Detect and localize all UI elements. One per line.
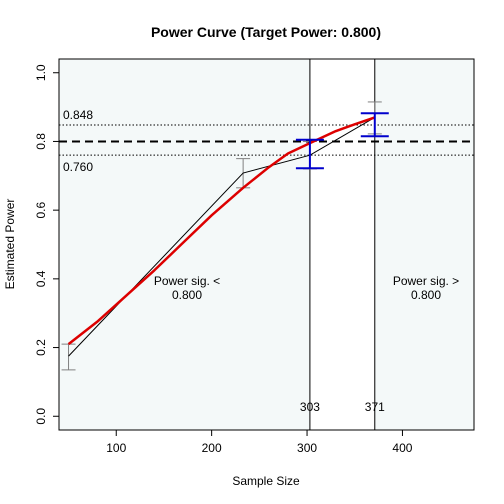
axes: 100 200 300 400 0.0 0.2 0.4 0.6 0.8 1.0: [34, 58, 475, 455]
upper-bound-label: 0.848: [63, 108, 93, 122]
y-tick-label-4: 0.6: [34, 201, 48, 218]
chart-title: Power Curve (Target Power: 0.800): [151, 24, 381, 40]
estimated-power-line: [68, 116, 376, 357]
y-tick-label-5: 0.8: [34, 133, 48, 150]
x-tick-label-3: 300: [297, 441, 317, 455]
y-axis-label: Estimated Power: [3, 199, 17, 290]
sample-size-label-1: 303: [300, 400, 320, 414]
region-label-1-line2: 0.800: [172, 288, 202, 302]
lower-bound-label: 0.760: [63, 160, 93, 174]
x-tick-label-4: 400: [392, 441, 412, 455]
y-tick-label-3: 0.4: [34, 270, 48, 287]
x-tick-label-2: 200: [202, 441, 222, 455]
shaded-region-1: [59, 59, 310, 430]
region-label-1-line1: Power sig. <: [154, 274, 220, 288]
x-axis-label: Sample Size: [232, 474, 300, 488]
y-tick-label-1: 0.0: [34, 408, 48, 425]
y-tick-label-6: 1.0: [34, 64, 48, 81]
y-tick-label-2: 0.2: [34, 339, 48, 356]
fitted-power-curve: [67, 116, 376, 346]
sample-size-label-2: 371: [365, 400, 385, 414]
region-label-2-line2: 0.800: [411, 288, 441, 302]
shaded-region-2: [374, 59, 474, 430]
x-tick-label-1: 100: [106, 441, 126, 455]
region-label-2-line1: Power sig. >: [393, 274, 459, 288]
